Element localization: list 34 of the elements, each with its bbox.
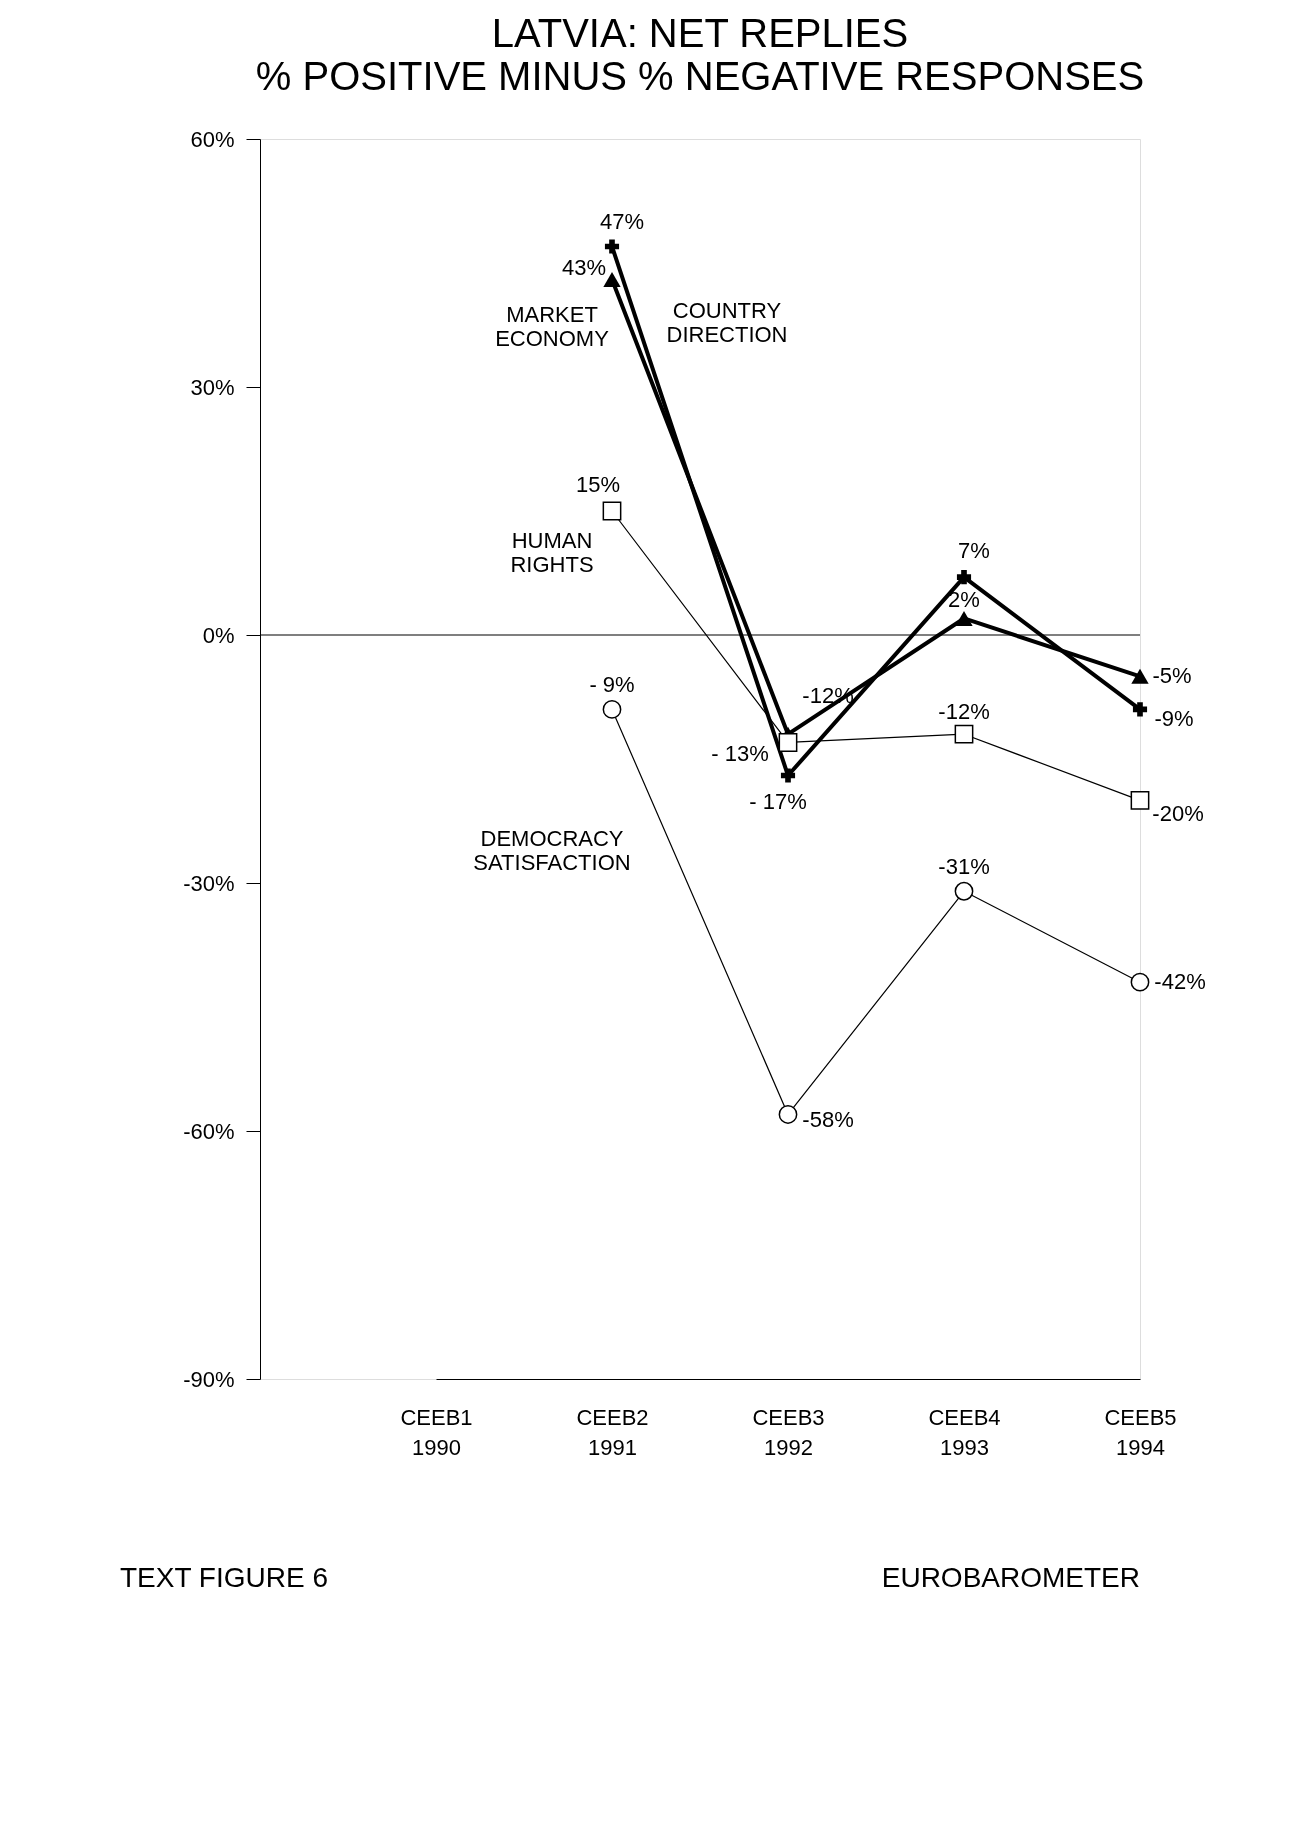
x-tick-label: CEEB5 1994	[1104, 1404, 1177, 1460]
x-tick-label: CEEB4 1993	[928, 1404, 1001, 1460]
data-label: 15%	[575, 472, 621, 497]
y-tick-label: 60%	[190, 126, 235, 152]
data-label: - 13%	[711, 741, 769, 767]
data-label: -42%	[1154, 969, 1206, 995]
data-label: -31%	[938, 854, 990, 880]
y-tick-label: -90%	[183, 1366, 235, 1392]
x-tick-label: CEEB1 1990	[400, 1404, 473, 1460]
series-label: HUMAN RIGHTS	[510, 528, 594, 577]
data-label: - 17%	[749, 788, 807, 814]
series-label: MARKET ECONOMY	[495, 301, 610, 351]
data-label: - 9%	[589, 672, 635, 698]
data-label: 43%	[561, 254, 607, 280]
y-tick-label: -30%	[183, 870, 235, 896]
series-label: DEMOCRACY SATISFACTION	[473, 826, 631, 876]
data-label: 2%	[948, 587, 980, 613]
chart-title: LATVIA: NET REPLIES	[491, 11, 909, 55]
y-tick-label: 30%	[190, 374, 235, 400]
data-label: -58%	[802, 1107, 854, 1133]
data-label: -9%	[1154, 706, 1194, 732]
text: EUROBAROMETER	[881, 1562, 1140, 1593]
data-label: -20%	[1152, 801, 1204, 827]
data-label: 47%	[599, 209, 645, 235]
x-tick-label: CEEB3 1992	[752, 1404, 825, 1460]
y-tick-label: 0%	[202, 622, 235, 648]
chart-subtitle: % POSITIVE MINUS % NEGATIVE RESPONSES	[255, 54, 1145, 98]
x-tick-label: CEEB2 1991	[576, 1404, 649, 1460]
data-label: -12%	[938, 699, 990, 725]
data-label: 7%	[958, 538, 990, 564]
data-label: -5%	[1152, 663, 1192, 689]
y-tick-label: -60%	[183, 1118, 235, 1144]
series-label: COUNTRY DIRECTION	[666, 298, 788, 348]
text: TEXT FIGURE 6	[120, 1562, 328, 1593]
